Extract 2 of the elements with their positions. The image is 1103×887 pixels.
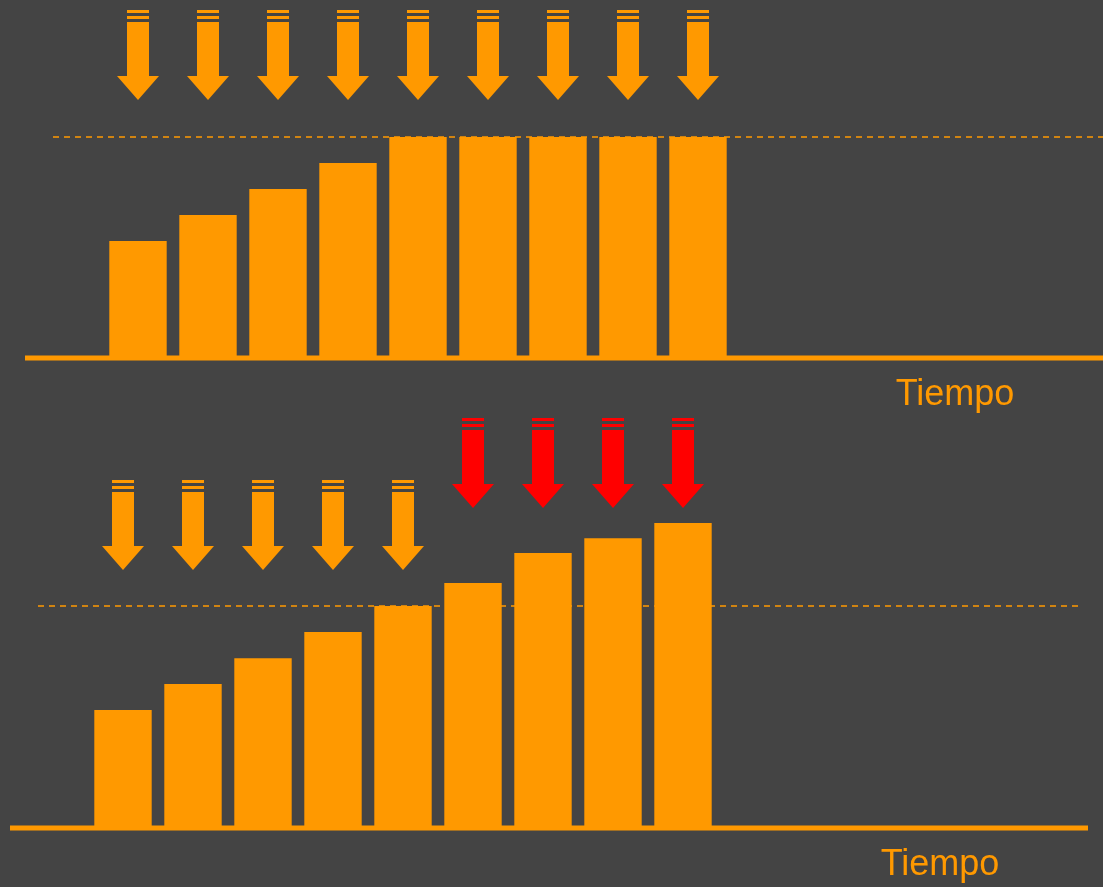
x-axis-title: Tiempo <box>895 371 1015 413</box>
x-axis-title: Tiempo <box>880 841 1000 883</box>
